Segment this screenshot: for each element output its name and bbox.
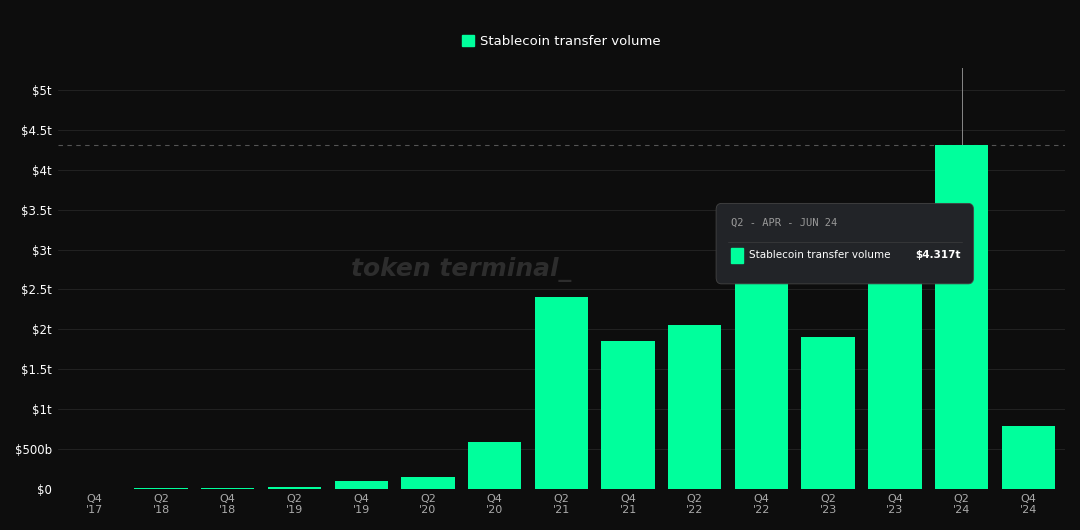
Bar — [801, 337, 855, 489]
Bar — [602, 341, 654, 489]
FancyBboxPatch shape — [716, 204, 973, 284]
Legend: Stablecoin transfer volume: Stablecoin transfer volume — [462, 35, 661, 48]
Bar — [402, 476, 455, 489]
Bar — [935, 145, 988, 489]
Bar — [734, 258, 788, 489]
Bar — [669, 325, 721, 489]
Bar — [268, 487, 321, 489]
Bar — [335, 481, 388, 489]
Bar — [535, 297, 588, 489]
Text: token terminal_: token terminal_ — [351, 257, 570, 281]
Bar — [468, 443, 522, 489]
Text: Stablecoin transfer volume: Stablecoin transfer volume — [750, 250, 891, 260]
Text: $4.317t: $4.317t — [915, 250, 960, 260]
Bar — [868, 234, 921, 489]
Bar — [1001, 427, 1055, 489]
Text: Q2 - APR - JUN 24: Q2 - APR - JUN 24 — [731, 218, 838, 228]
Bar — [731, 248, 743, 262]
